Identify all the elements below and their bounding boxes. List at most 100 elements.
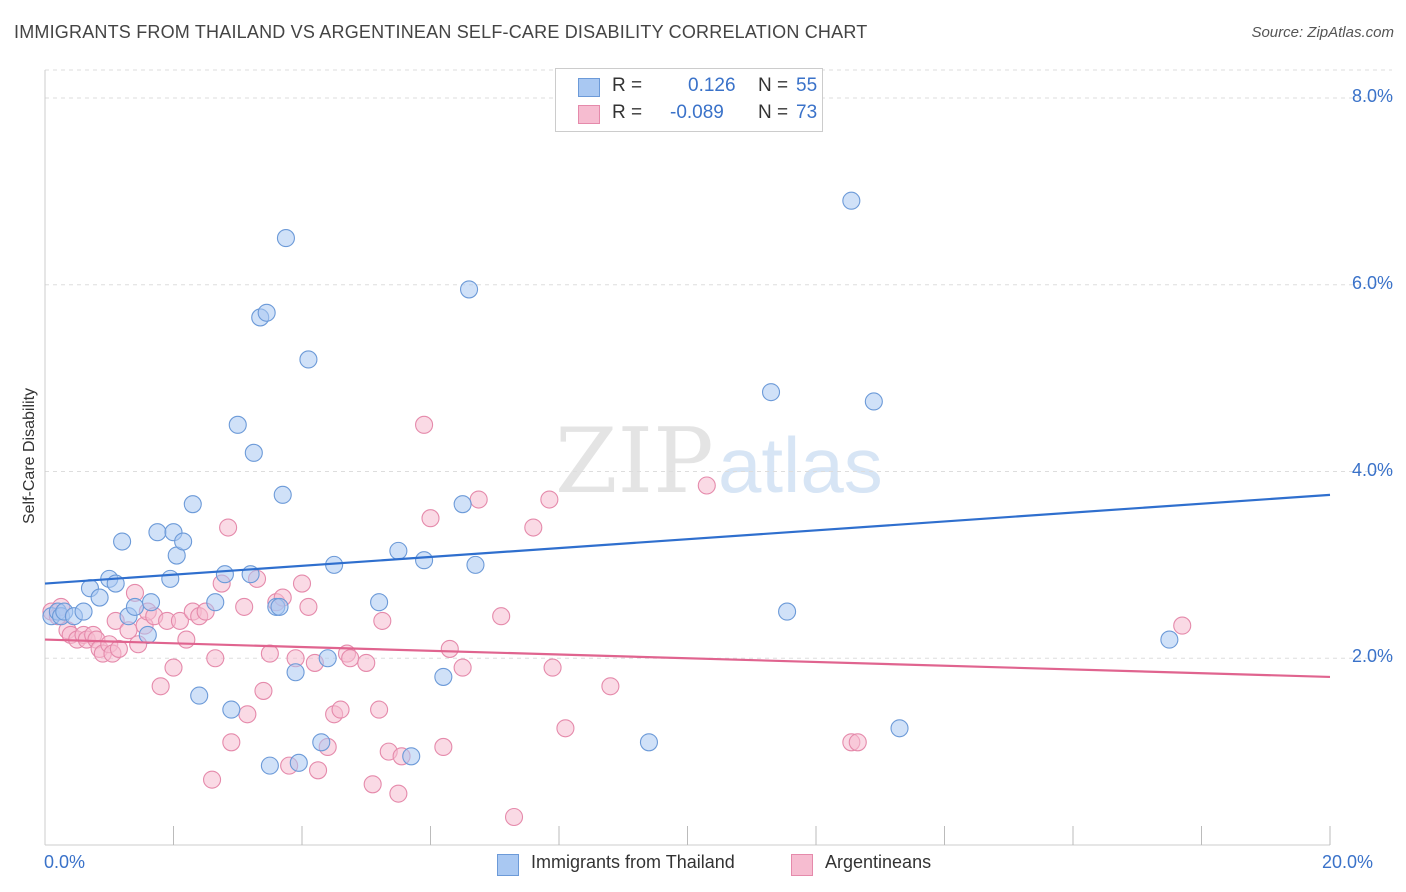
argentineans-point: [357, 653, 376, 672]
argentineans-point: [238, 705, 257, 724]
argentineans-point: [440, 639, 459, 658]
legend-swatch-argentineans: [791, 854, 813, 876]
thailand-point: [74, 602, 93, 621]
thailand-point: [183, 495, 202, 514]
argentineans-point: [203, 770, 222, 789]
legend-n-value-argentineans: 73: [796, 102, 818, 123]
argentineans-point: [370, 700, 389, 719]
thailand-point: [125, 597, 144, 616]
thailand-point: [402, 747, 421, 766]
argentineans-point: [415, 415, 434, 434]
thailand-point: [138, 625, 157, 644]
thailand-point: [174, 532, 193, 551]
thailand-point: [113, 532, 132, 551]
argentineans-points: [42, 415, 1192, 827]
thailand-point: [466, 555, 485, 574]
thailand-point: [761, 383, 781, 402]
thailand-point: [244, 443, 263, 462]
argentineans-point: [177, 630, 196, 649]
watermark-zip: ZIP: [555, 409, 714, 514]
argentineans-point: [848, 733, 867, 752]
argentineans-point: [292, 574, 312, 593]
argentineans-point: [109, 639, 128, 658]
axes: [44, 70, 1331, 846]
thailand-point: [148, 523, 167, 542]
argentineans-point: [299, 597, 318, 616]
legend-n-value-thailand: 55: [796, 75, 818, 96]
y-tick-label: 2.0%: [1351, 646, 1393, 667]
argentineans-point: [164, 658, 183, 677]
thailand-point: [318, 649, 337, 668]
thailand-point: [286, 663, 305, 682]
thailand-point: [289, 753, 308, 772]
argentineans-point: [469, 490, 488, 509]
argentineans-point: [170, 611, 189, 630]
argentineans-trend-line: [44, 638, 1331, 679]
argentineans-point: [331, 700, 350, 719]
thailand-trend-line: [44, 493, 1331, 585]
argentineans-point: [151, 677, 170, 696]
argentineans-point: [235, 597, 254, 616]
argentineans-point: [556, 719, 575, 738]
thailand-point: [260, 756, 279, 775]
thailand-point: [215, 565, 234, 584]
argentineans-point: [254, 681, 273, 700]
thailand-point: [459, 280, 479, 299]
argentineans-point: [504, 807, 524, 827]
thailand-point: [228, 415, 247, 434]
argentineans-point: [697, 476, 716, 495]
argentineans-point: [341, 649, 360, 668]
thailand-point: [161, 569, 180, 588]
thailand-point: [206, 593, 225, 612]
thailand-point: [415, 551, 434, 570]
thailand-point: [864, 392, 883, 411]
legend-n-label: N =: [758, 102, 789, 123]
thailand-point: [778, 602, 797, 621]
thailand-point: [90, 588, 109, 607]
argentineans-point: [222, 733, 241, 752]
thailand-point: [312, 733, 331, 752]
argentineans-point: [260, 644, 279, 663]
argentineans-point: [206, 649, 225, 668]
argentineans-point: [434, 737, 453, 757]
thailand-point: [389, 541, 408, 560]
argentineans-point: [373, 611, 392, 630]
thailand-point: [270, 597, 289, 616]
argentineans-point: [540, 490, 559, 509]
legend-r-value-argentineans: -0.089: [670, 102, 724, 123]
argentineans-point: [601, 677, 620, 696]
argentineans-point: [421, 509, 440, 528]
thailand-points: [42, 191, 1179, 775]
thailand-point: [842, 191, 861, 210]
legend-r-label: R =: [612, 75, 643, 96]
thailand-point: [453, 495, 472, 514]
legend-r-value-thailand: 0.126: [688, 75, 736, 96]
y-tick-label: 4.0%: [1351, 459, 1393, 480]
thailand-point: [1160, 630, 1179, 649]
legend-r-label: R =: [612, 102, 643, 123]
x-tick-max: 20.0%: [1322, 852, 1374, 872]
legend-label-argentineans: Argentineans: [825, 852, 932, 872]
chart-title: IMMIGRANTS FROM THAILAND VS ARGENTINEAN …: [14, 22, 868, 42]
thailand-point: [141, 593, 161, 612]
y-tick-label: 6.0%: [1351, 272, 1393, 293]
argentineans-point: [543, 658, 562, 677]
argentineans-point: [1173, 616, 1192, 635]
thailand-point: [190, 686, 209, 705]
legend-swatch-thailand: [578, 78, 600, 97]
thailand-point: [639, 733, 659, 752]
thailand-point: [276, 229, 295, 248]
y-tick-label: 8.0%: [1351, 86, 1393, 106]
thailand-point: [273, 485, 292, 504]
argentineans-point: [524, 518, 543, 537]
watermark-atlas: atlas: [718, 421, 883, 509]
legend-n-label: N =: [758, 75, 789, 96]
thailand-point: [299, 350, 318, 369]
argentineans-point: [219, 518, 238, 537]
argentineans-point: [453, 658, 472, 677]
thailand-point: [370, 593, 389, 612]
argentineans-point: [389, 784, 408, 803]
argentineans-point: [363, 775, 382, 794]
thailand-point: [890, 719, 909, 738]
